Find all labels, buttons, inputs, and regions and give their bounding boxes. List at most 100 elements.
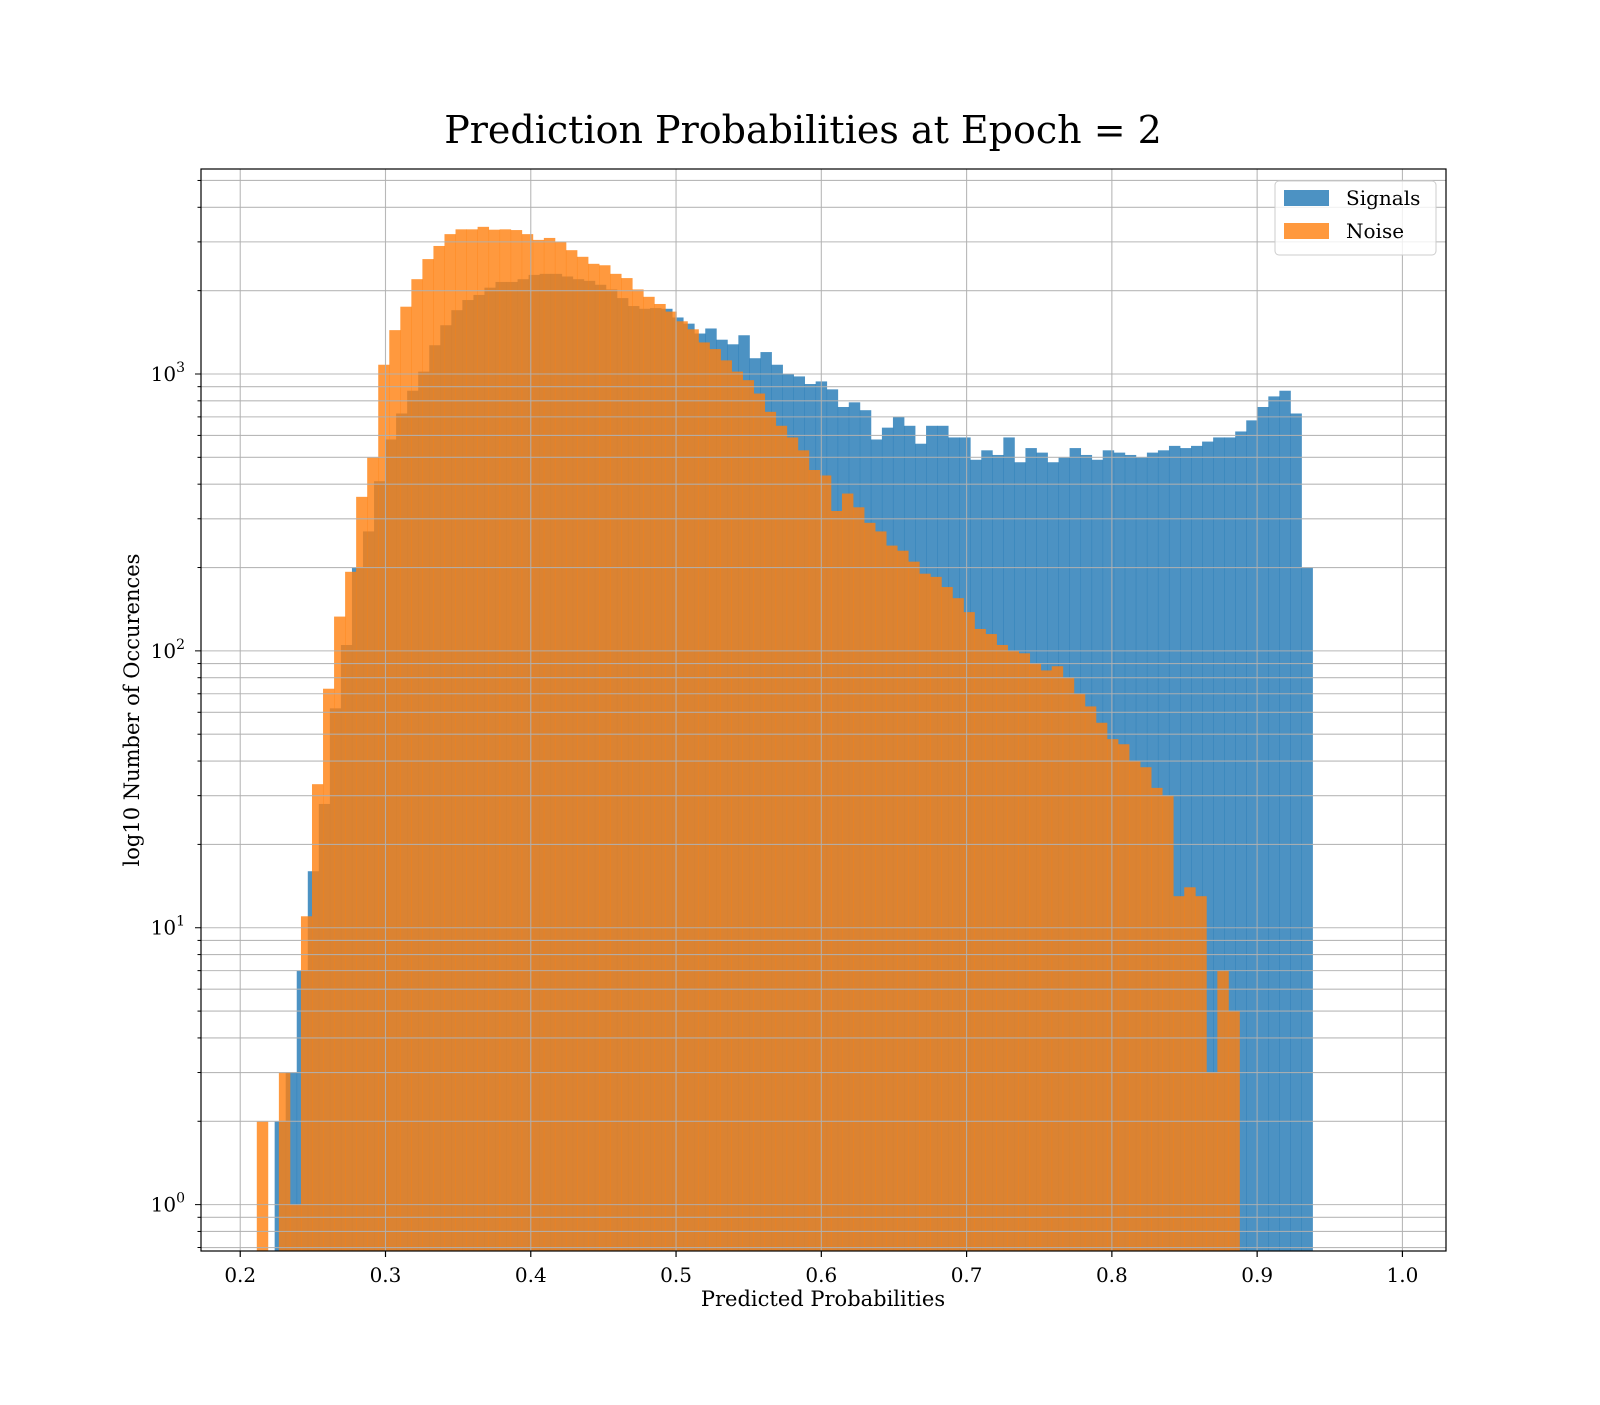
y-tick-label: 100	[151, 1191, 185, 1217]
bar-noise	[422, 259, 434, 1252]
bar-noise	[764, 411, 777, 1252]
x-tick-label: 0.7	[951, 1263, 983, 1287]
bar-noise	[1029, 663, 1042, 1251]
bar-noise	[919, 573, 931, 1251]
bar-noise	[543, 237, 556, 1251]
chart-title: Prediction Probabilities at Epoch = 2	[444, 108, 1162, 152]
x-axis-label: Predicted Probabilities	[701, 1287, 945, 1311]
bar-noise	[1095, 722, 1108, 1251]
x-tick-label: 0.9	[1241, 1263, 1273, 1287]
bar-noise	[1173, 896, 1185, 1251]
x-tick-label: 0.5	[660, 1263, 692, 1287]
x-tick-label: 0.2	[224, 1263, 256, 1287]
bar-noise	[720, 360, 732, 1251]
bar-noise	[841, 493, 854, 1251]
bar-noise	[1184, 887, 1196, 1251]
bar-noise	[1084, 706, 1097, 1251]
bar-noise	[985, 634, 997, 1251]
bar-noise	[289, 1204, 302, 1251]
legend-swatch-signals	[1284, 190, 1329, 206]
legend: Signals Noise	[1274, 180, 1437, 256]
y-tick-label: 101	[151, 914, 185, 940]
bar-noise	[819, 475, 832, 1252]
bar-signals	[1180, 448, 1192, 1252]
bar-noise	[632, 289, 644, 1251]
bar-noise	[565, 250, 578, 1251]
bar-noise	[908, 561, 920, 1251]
bar-noise	[621, 278, 633, 1252]
y-axis-label: log10 Number of Occurences	[120, 554, 144, 867]
bar-noise	[1151, 787, 1163, 1251]
bar-noise	[654, 303, 666, 1252]
bar-noise	[554, 241, 567, 1251]
bar-noise	[930, 576, 942, 1251]
bar-noise	[345, 571, 357, 1251]
bar-noise	[775, 425, 788, 1251]
bar-noise	[444, 234, 456, 1251]
bar-noise	[466, 229, 478, 1252]
bar-noise	[356, 496, 368, 1252]
bar-noise	[1018, 653, 1031, 1251]
bar-noise	[1051, 666, 1064, 1251]
bar-noise	[378, 364, 390, 1251]
bar-noise	[665, 311, 677, 1251]
bar-noise	[1117, 744, 1130, 1251]
bar-noise	[952, 598, 964, 1251]
bar-noise	[897, 550, 909, 1251]
axes: 0.2 0.3 0.4 0.5 0.6 0.7 0.8 0.9 1.0 100 101 102 103	[151, 168, 1447, 1287]
bar-noise	[532, 239, 545, 1251]
bar-noise	[1007, 650, 1019, 1251]
bar-noise	[1140, 767, 1152, 1251]
bar-signals	[1168, 445, 1181, 1251]
bar-signals	[285, 1072, 298, 1251]
bar-noise	[1228, 1011, 1240, 1251]
bar-noise	[830, 511, 843, 1251]
bar-noise	[599, 265, 611, 1251]
bar-noise	[521, 234, 534, 1251]
y-tick-label: 103	[151, 360, 185, 386]
bar-noise	[698, 342, 710, 1251]
bar-signals	[1202, 441, 1214, 1252]
bar-noise	[941, 587, 953, 1251]
bar-noise	[753, 393, 766, 1251]
bar-noise	[852, 507, 865, 1251]
bar-noise	[477, 226, 490, 1252]
plot-frame	[200, 168, 1447, 1252]
bar-noise	[1217, 970, 1229, 1251]
bar-noise	[576, 256, 589, 1251]
bar-noise	[278, 1072, 291, 1251]
legend-label-noise: Noise	[1346, 219, 1404, 243]
bar-noise	[367, 457, 379, 1252]
bar-signals	[1246, 420, 1258, 1251]
bar-noise	[499, 229, 512, 1252]
x-tick-label: 0.6	[805, 1263, 837, 1287]
y-tick-label: 102	[151, 637, 185, 663]
bar-noise	[1195, 896, 1207, 1251]
bar-noise	[886, 545, 898, 1251]
x-tick-label: 0.8	[1096, 1263, 1128, 1287]
bar-noise	[588, 263, 600, 1251]
bar-noise	[676, 321, 688, 1251]
bar-noise	[742, 380, 755, 1251]
plot-area	[201, 169, 1446, 1252]
bar-noise	[411, 279, 423, 1251]
bar-noise	[1162, 795, 1174, 1251]
bar-noise	[643, 296, 655, 1251]
bar-signals	[1290, 413, 1302, 1251]
bar-noise	[864, 522, 876, 1251]
bar-noise	[731, 371, 743, 1251]
bar-noise	[1129, 761, 1141, 1251]
bar-noise	[1106, 739, 1119, 1251]
legend-swatch-noise	[1284, 223, 1329, 239]
grid	[201, 169, 1446, 1251]
bar-noise	[963, 612, 975, 1251]
series-noise	[256, 226, 1240, 1252]
bar-signals	[1301, 567, 1313, 1251]
bar-noise	[455, 229, 467, 1252]
x-tick-label: 1.0	[1387, 1263, 1419, 1287]
x-tick-label: 0.3	[370, 1263, 402, 1287]
bar-noise	[400, 306, 412, 1251]
bar-noise	[433, 245, 445, 1251]
